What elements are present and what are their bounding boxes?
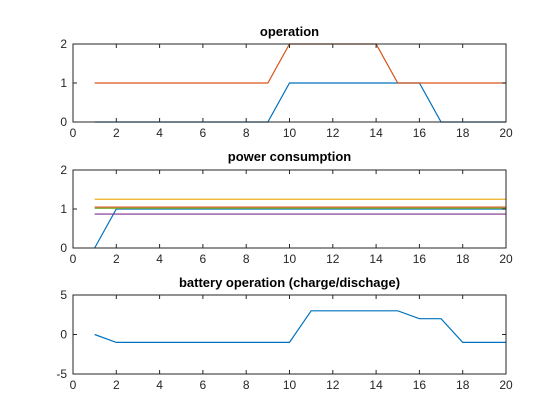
power-consumption-xtick-label: 0 <box>70 252 77 266</box>
operation-ytick-label: 1 <box>60 76 67 90</box>
battery-operation-series-1-line <box>94 310 506 343</box>
battery-operation-xtick-label: 14 <box>369 378 383 392</box>
battery-operation-xtick-label: 18 <box>456 378 470 392</box>
power-consumption-xtick-label: 16 <box>413 252 427 266</box>
operation-xtick-label: 14 <box>369 126 383 140</box>
battery-operation-ytick-label: 5 <box>60 288 67 302</box>
battery-operation-ytick-label: -5 <box>56 367 67 381</box>
battery-operation-xtick-label: 6 <box>200 378 207 392</box>
operation-xtick-label: 18 <box>456 126 470 140</box>
power-consumption-xtick-label: 8 <box>243 252 250 266</box>
battery-operation-title: battery operation (charge/dischage) <box>179 275 400 290</box>
power-consumption-xtick-label: 6 <box>200 252 207 266</box>
power-consumption-xtick-label: 14 <box>369 252 383 266</box>
operation-title: operation <box>260 24 319 39</box>
battery-operation-plot-area <box>73 295 506 374</box>
battery-operation-xtick-label: 16 <box>413 378 427 392</box>
power-consumption-xtick-label: 2 <box>113 252 120 266</box>
battery-operation-ytick-label: 0 <box>60 328 67 342</box>
power-consumption-xtick-label: 12 <box>326 252 340 266</box>
power-consumption-xtick-label: 10 <box>283 252 297 266</box>
power-consumption-xtick-label: 18 <box>456 252 470 266</box>
operation-xtick-label: 8 <box>243 126 250 140</box>
operation-xtick-label: 6 <box>200 126 207 140</box>
operation-xtick-label: 20 <box>499 126 513 140</box>
operation-xtick-label: 4 <box>156 126 163 140</box>
battery-operation-xtick-label: 2 <box>113 378 120 392</box>
operation-ytick-label: 2 <box>60 37 67 51</box>
power-consumption-ytick-label: 0 <box>60 241 67 255</box>
battery-operation-xtick-label: 8 <box>243 378 250 392</box>
power-consumption-title: power consumption <box>228 149 352 164</box>
operation-xtick-label: 12 <box>326 126 340 140</box>
operation-xtick-label: 2 <box>113 126 120 140</box>
power-consumption-xtick-label: 20 <box>499 252 513 266</box>
battery-operation-xtick-label: 20 <box>499 378 513 392</box>
power-consumption-xtick-label: 4 <box>156 252 163 266</box>
battery-operation-xtick-label: 4 <box>156 378 163 392</box>
power-consumption-ytick-label: 1 <box>60 202 67 216</box>
operation-xtick-label: 0 <box>70 126 77 140</box>
operation-xtick-label: 16 <box>413 126 427 140</box>
operation-xtick-label: 10 <box>283 126 297 140</box>
battery-operation-xtick-label: 10 <box>283 378 297 392</box>
battery-operation-subplot: battery operation (charge/dischage) 0 2 4 6… <box>56 275 513 392</box>
power-consumption-series-1-line <box>94 208 506 249</box>
battery-operation-xtick-label: 0 <box>70 378 77 392</box>
power-consumption-ytick-label: 2 <box>60 163 67 177</box>
operation-ytick-label: 0 <box>60 115 67 129</box>
battery-operation-xtick-label: 12 <box>326 378 340 392</box>
